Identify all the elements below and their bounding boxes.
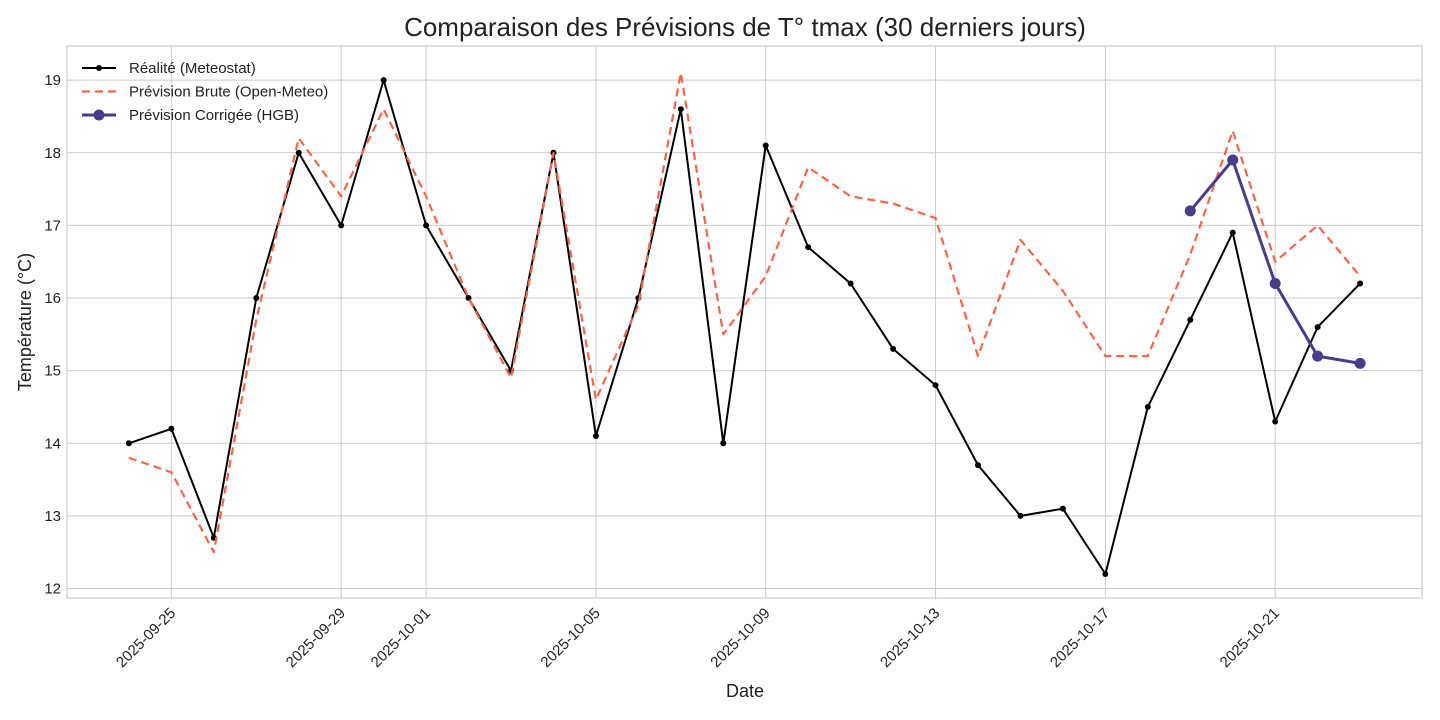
data-point [720,440,727,447]
data-point [1354,357,1366,369]
x-tick-label: 2025-09-25 [113,605,179,671]
legend-entry: Réalité (Meteostat) [82,60,256,77]
data-point [1312,350,1324,362]
data-point [295,149,302,156]
data-point [1059,505,1066,512]
data-point [1017,512,1024,519]
legend-label: Prévision Corrigée (HGB) [129,107,299,124]
x-tick-label: 2025-10-13 [877,605,943,671]
data-point [1187,316,1194,323]
x-tick-label: 2025-09-29 [283,605,349,671]
data-point [1269,278,1281,290]
x-tick-label: 2025-10-21 [1217,605,1283,671]
series-line [128,79,1361,575]
y-axis-label: Température (°C) [15,253,35,391]
legend-label: Réalité (Meteostat) [129,60,256,77]
data-point [1272,418,1279,425]
x-axis-ticks: 2025-09-25 2025-09-29 2025-10-01 2025-10-05… [113,605,1283,671]
data-point [932,382,939,389]
y-tick-label: 19 [44,72,61,89]
data-point [592,433,599,440]
y-tick-label: 12 [44,581,61,598]
x-tick-label: 2025-10-01 [368,605,434,671]
data-point [805,244,812,251]
legend-entry: Prévision Corrigée (HGB) [82,107,299,124]
data-point [890,345,897,352]
data-point [677,106,684,113]
data-point [974,462,981,469]
legend: Réalité (Meteostat) Prévision Brute (Open… [82,60,328,124]
data-point [1102,571,1109,578]
data-point [168,425,175,432]
legend-marker [93,109,105,121]
x-tick-label: 2025-10-05 [537,605,603,671]
data-point [125,440,132,447]
series-1 [125,77,1364,578]
chart-title: Comparaison des Prévisions de T° tmax (3… [404,12,1086,42]
y-tick-label: 13 [44,508,61,525]
series-3 [1184,154,1366,369]
y-tick-label: 14 [44,435,61,452]
data-point [253,295,260,302]
x-tick-label: 2025-10-09 [707,605,773,671]
data-point [1229,229,1236,236]
data-point [1357,280,1364,287]
series-layer [125,71,1366,578]
data-point [1227,154,1239,166]
y-tick-label: 15 [44,363,61,380]
plot-area-frame [66,45,1423,599]
x-tick-label: 2025-10-17 [1047,605,1113,671]
data-point [847,280,854,287]
data-point [380,77,387,84]
series-line [128,71,1361,554]
legend-marker [96,65,102,71]
x-axis-label: Date [726,681,764,701]
data-point [1314,324,1321,331]
y-axis-ticks: 12 13 14 15 16 17 18 19 [44,72,61,597]
grid [67,46,1422,598]
legend-label: Prévision Brute (Open-Meteo) [129,84,328,101]
series-2 [128,71,1361,554]
data-point [1184,205,1196,217]
y-tick-label: 17 [44,217,61,234]
data-point [338,222,345,229]
y-tick-label: 16 [44,290,61,307]
data-point [423,222,430,229]
legend-entry: Prévision Brute (Open-Meteo) [82,84,328,101]
data-point [762,142,769,149]
y-tick-label: 18 [44,145,61,162]
data-point [1144,403,1151,410]
